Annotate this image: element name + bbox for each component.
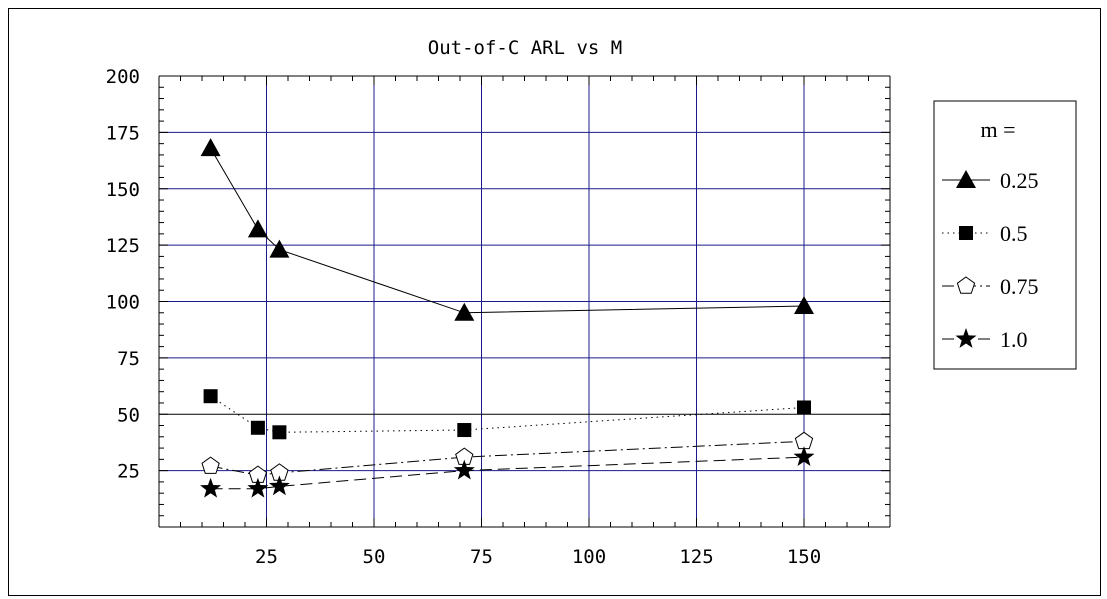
data-point-marker: [203, 389, 218, 404]
y-tick-label: 175: [106, 122, 140, 144]
y-tick-label: 75: [117, 348, 140, 370]
series-line-2: [210, 440, 805, 476]
legend-label-3: 1.0: [1000, 327, 1028, 352]
legend-title: m =: [980, 117, 1015, 142]
axes: 25 50 75 100 125 150 25 50 75 100 125 150 175 200: [106, 66, 891, 568]
legend-marker-3: [955, 328, 977, 348]
chart-title: Out-of-C ARL vs M: [428, 37, 622, 59]
legend-label-0: 0.25: [1000, 168, 1039, 193]
x-tick-label: 25: [255, 546, 278, 568]
data-point-marker: [201, 456, 220, 474]
grid-lines: [159, 75, 890, 527]
data-point-marker: [247, 477, 269, 498]
data-point-marker: [247, 219, 268, 238]
legend-marker-1: [959, 226, 973, 240]
y-tick-label: 50: [117, 404, 140, 426]
x-tick-label: 50: [363, 546, 386, 568]
data-point-marker: [269, 239, 290, 258]
legend-marker-2: [956, 276, 976, 294]
y-tick-label: 25: [117, 461, 140, 483]
data-point-marker: [797, 400, 811, 415]
legend-box: [933, 100, 1077, 370]
x-tick-label: 125: [679, 546, 713, 568]
data-point-marker: [200, 477, 222, 498]
legend-marker-0: [956, 170, 976, 188]
y-tick-label: 150: [106, 179, 140, 201]
data-point-marker: [793, 446, 815, 466]
legend: m = 0.25 0.5 0.75 1.0: [933, 100, 1077, 370]
series-line-0: [210, 147, 805, 314]
x-tick-label: 150: [787, 546, 821, 568]
data-point-marker: [272, 425, 287, 440]
chart-frame: [8, 8, 1101, 596]
y-tick-label: 100: [106, 292, 140, 314]
data-point-marker: [454, 302, 475, 321]
data-series: [200, 138, 815, 498]
data-point-marker: [453, 459, 475, 480]
series-line-3: [210, 456, 805, 490]
y-tick-label: 125: [106, 235, 140, 257]
x-tick-label: 75: [470, 546, 493, 568]
data-point-marker: [250, 420, 265, 435]
y-tick-label: 200: [106, 66, 140, 88]
data-point-marker: [794, 296, 814, 315]
data-point-marker: [457, 423, 472, 438]
legend-label-1: 0.5: [1000, 221, 1028, 246]
x-tick-label: 100: [572, 546, 606, 568]
legend-label-2: 0.75: [1000, 274, 1039, 299]
data-point-marker: [268, 475, 290, 496]
data-point-marker: [200, 138, 221, 157]
